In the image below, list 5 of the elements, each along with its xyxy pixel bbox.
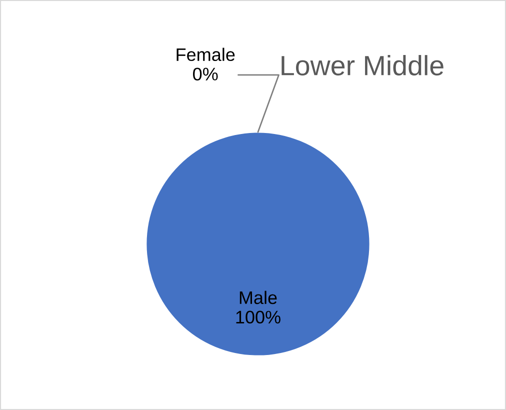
category-label: Female xyxy=(176,48,235,62)
slice-label: Male xyxy=(240,290,277,304)
chart-title: Lower Middle xyxy=(282,55,444,76)
text: 0% xyxy=(193,68,218,80)
data-label: 100% xyxy=(236,310,280,324)
